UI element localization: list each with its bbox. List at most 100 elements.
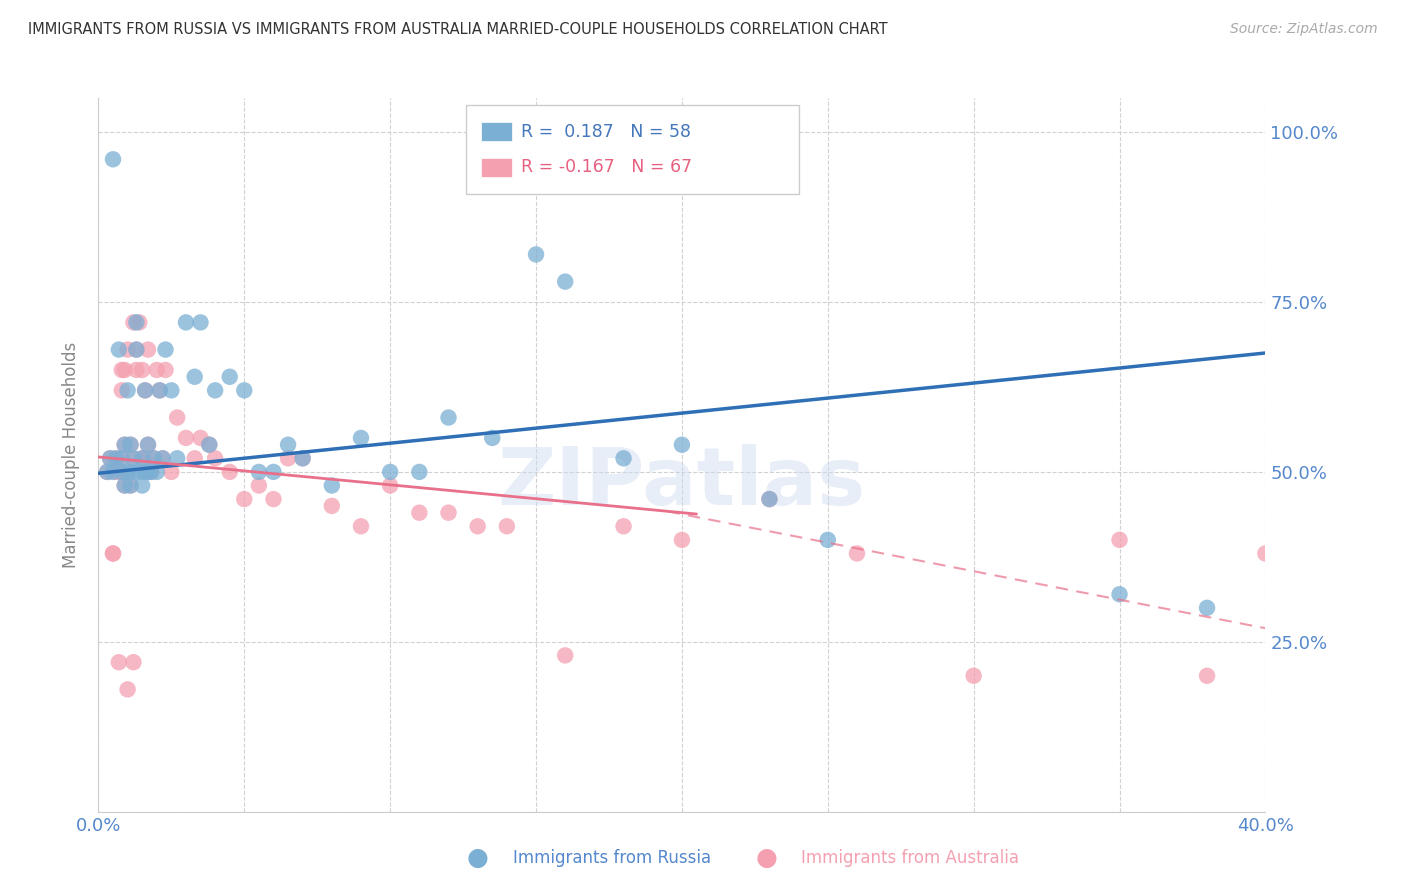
FancyBboxPatch shape: [481, 158, 512, 177]
Point: [101, 546, 124, 560]
Point: [291, 451, 314, 466]
Text: Immigrants from Australia: Immigrants from Australia: [801, 849, 1019, 867]
Point: [122, 451, 145, 466]
Point: [136, 343, 159, 357]
Point: [166, 410, 188, 425]
Point: [378, 465, 402, 479]
Point: [198, 438, 221, 452]
Point: [111, 451, 134, 466]
Point: [146, 363, 169, 377]
Text: R =  0.187   N = 58: R = 0.187 N = 58: [520, 123, 690, 141]
Point: [142, 451, 165, 466]
Point: [174, 431, 197, 445]
Point: [408, 506, 430, 520]
Point: [128, 465, 150, 479]
Point: [149, 384, 172, 398]
Point: [134, 384, 156, 398]
Point: [1195, 600, 1218, 615]
Point: [117, 384, 139, 398]
Point: [131, 451, 153, 466]
Point: [408, 465, 430, 479]
Point: [1108, 533, 1130, 547]
Point: [131, 363, 153, 377]
Point: [233, 492, 256, 507]
Point: [183, 369, 205, 384]
Point: [1254, 546, 1277, 560]
Point: [247, 465, 270, 479]
Point: [845, 546, 868, 560]
Point: [114, 478, 136, 492]
Point: [218, 465, 240, 479]
Point: [183, 451, 205, 466]
Point: [350, 431, 373, 445]
Point: [174, 315, 197, 329]
Point: [111, 451, 134, 466]
Point: [104, 451, 127, 466]
Point: [233, 384, 256, 398]
Point: [111, 363, 134, 377]
Point: [128, 315, 150, 329]
Point: [111, 465, 134, 479]
Point: [104, 465, 127, 479]
Point: [190, 431, 212, 445]
Point: [817, 533, 839, 547]
Point: [554, 275, 576, 289]
Point: [117, 343, 139, 357]
Point: [467, 519, 489, 533]
Text: IMMIGRANTS FROM RUSSIA VS IMMIGRANTS FROM AUSTRALIA MARRIED-COUPLE HOUSEHOLDS CO: IMMIGRANTS FROM RUSSIA VS IMMIGRANTS FRO…: [28, 22, 887, 37]
Point: [190, 315, 212, 329]
Point: [198, 438, 221, 452]
Point: [117, 465, 139, 479]
Point: [122, 465, 145, 479]
Point: [120, 478, 142, 492]
Text: Immigrants from Russia: Immigrants from Russia: [513, 849, 711, 867]
Point: [612, 451, 634, 466]
Point: [139, 465, 162, 479]
Point: [131, 451, 153, 466]
Point: [1108, 587, 1130, 601]
Point: [437, 506, 460, 520]
FancyBboxPatch shape: [465, 105, 799, 194]
Point: [142, 451, 165, 466]
Point: [108, 465, 131, 479]
Point: [155, 343, 177, 357]
Point: [134, 384, 156, 398]
Point: [114, 478, 136, 492]
Point: [612, 519, 634, 533]
Point: [139, 465, 162, 479]
Point: [554, 648, 576, 663]
Point: [122, 451, 145, 466]
Point: [277, 438, 299, 452]
Point: [120, 478, 142, 492]
Point: [104, 451, 127, 466]
Point: [262, 492, 284, 507]
Text: Source: ZipAtlas.com: Source: ZipAtlas.com: [1230, 22, 1378, 37]
Point: [277, 451, 299, 466]
Point: [166, 451, 188, 466]
Point: [321, 499, 343, 513]
Point: [524, 247, 547, 261]
Point: [96, 465, 118, 479]
Point: [96, 465, 118, 479]
Point: [758, 492, 780, 507]
Point: [247, 478, 270, 492]
Text: ●: ●: [467, 847, 489, 870]
Point: [101, 546, 124, 560]
Point: [160, 384, 183, 398]
Point: [1312, 669, 1334, 683]
Point: [146, 465, 169, 479]
Point: [114, 438, 136, 452]
Point: [481, 431, 503, 445]
Point: [98, 451, 121, 466]
Point: [160, 465, 183, 479]
Point: [125, 363, 148, 377]
Point: [125, 343, 148, 357]
Point: [125, 343, 148, 357]
Point: [437, 410, 460, 425]
Point: [122, 655, 145, 669]
Point: [108, 343, 131, 357]
Point: [101, 153, 124, 167]
Point: [152, 451, 174, 466]
Point: [136, 465, 159, 479]
Point: [218, 369, 240, 384]
